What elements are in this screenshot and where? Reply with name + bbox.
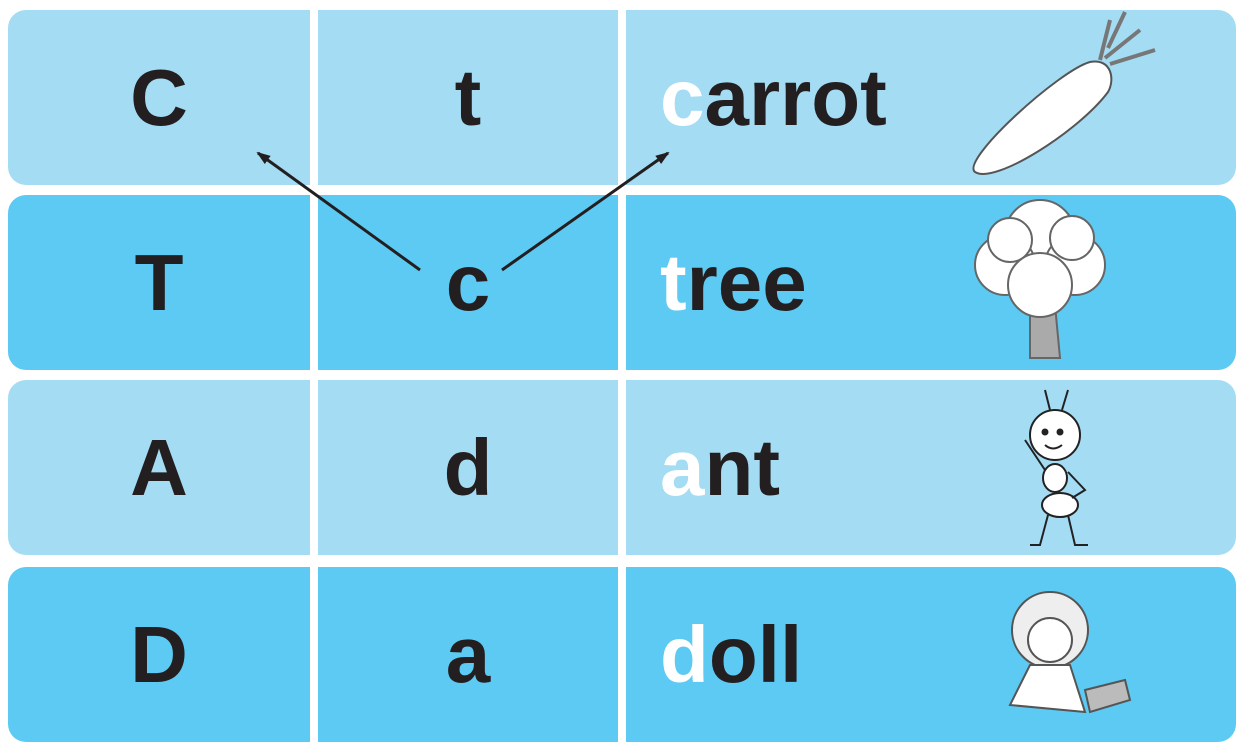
capital-letter: D <box>130 609 188 699</box>
cell: a <box>318 567 618 742</box>
doll-picture <box>1008 591 1132 714</box>
word-rest: arrot <box>704 52 887 142</box>
cell: T <box>8 195 310 370</box>
small-letter: c <box>445 237 491 327</box>
cell: d <box>318 380 618 555</box>
word-first-letter: d <box>660 609 709 699</box>
cell: D <box>8 567 310 742</box>
small-letter: a <box>445 609 491 699</box>
cell: c arrot <box>626 10 1236 185</box>
word-rest: ree <box>686 237 807 327</box>
small-letter: t <box>454 52 482 142</box>
cell: t ree <box>626 195 1236 370</box>
capital-letter: T <box>134 237 184 327</box>
cell: t <box>318 10 618 185</box>
cell: C <box>8 10 310 185</box>
capital-letter: A <box>130 422 188 512</box>
cell: d oll <box>626 567 1236 742</box>
small-letter: d <box>443 422 493 512</box>
word-first-letter: c <box>660 52 705 142</box>
arrow <box>256 151 421 272</box>
cell: A <box>8 380 310 555</box>
word-rest: oll <box>708 609 803 699</box>
capital-letter: C <box>130 52 188 142</box>
word-first-letter: t <box>660 237 687 327</box>
carrot-picture <box>972 11 1156 175</box>
word-first-letter: a <box>660 422 705 512</box>
cell: a nt <box>626 380 1236 555</box>
ant-picture <box>1024 389 1088 546</box>
word-rest: nt <box>704 422 781 512</box>
arrow <box>501 151 670 272</box>
tree-picture <box>974 199 1106 359</box>
